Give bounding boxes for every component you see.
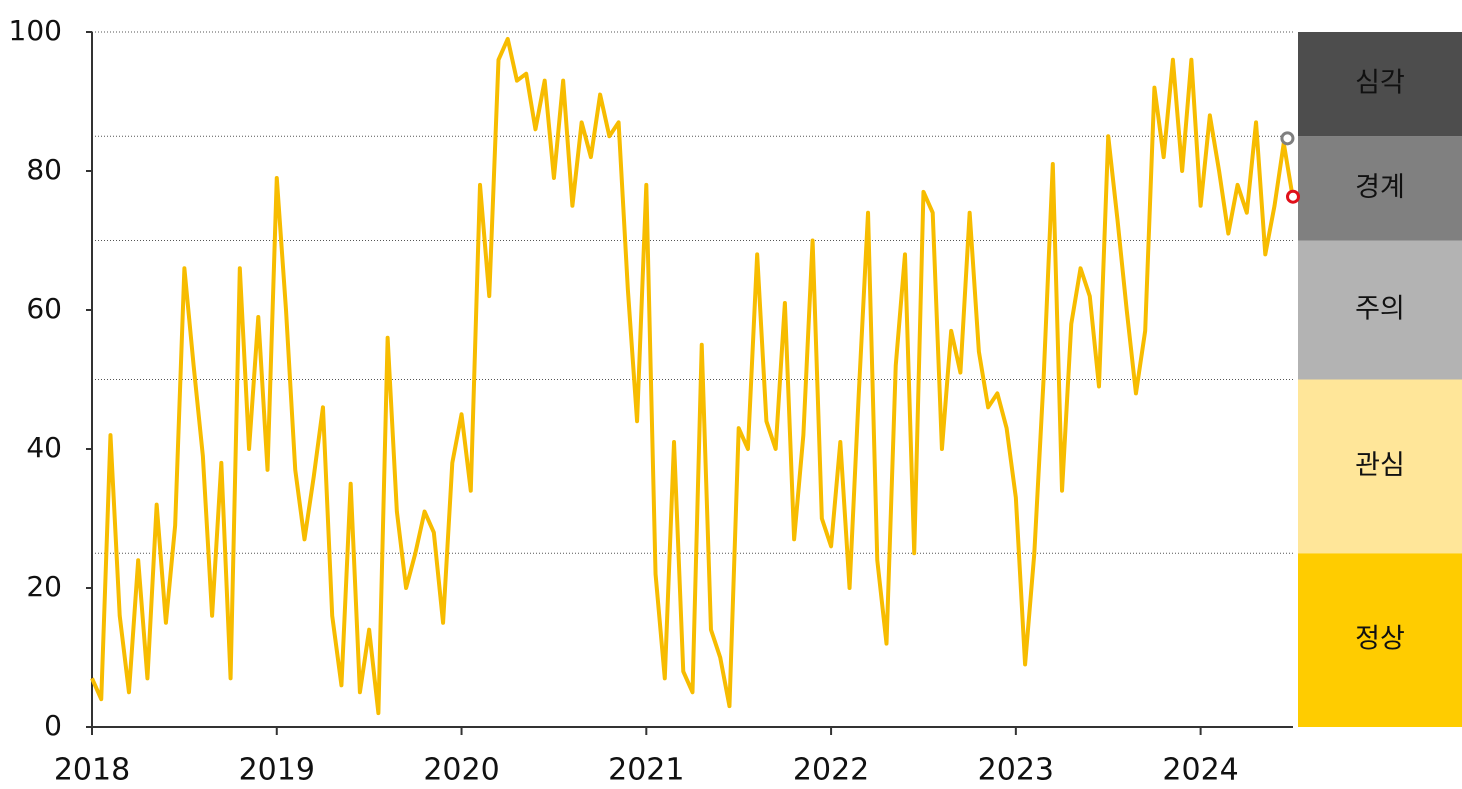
zone-label: 정상 xyxy=(1355,624,1405,655)
x-tick-label: 2022 xyxy=(793,753,869,788)
zone-label: 심각 xyxy=(1355,68,1405,99)
x-tick-label: 2023 xyxy=(978,753,1054,788)
zone-label: 관심 xyxy=(1355,450,1405,481)
x-tick-label: 2019 xyxy=(239,753,315,788)
y-tick-label: 40 xyxy=(26,431,62,464)
y-tick-label: 20 xyxy=(26,570,62,603)
series-line xyxy=(90,36,1295,716)
x-tick-label: 2018 xyxy=(54,753,130,788)
y-tick-label: 80 xyxy=(26,153,62,186)
zone-band xyxy=(1298,32,1462,137)
end-marker xyxy=(1286,189,1300,204)
zone-label: 경계 xyxy=(1355,172,1405,203)
zone-label: 주의 xyxy=(1355,294,1405,325)
y-tick-label: 60 xyxy=(26,292,62,325)
x-tick-label: 2020 xyxy=(423,753,499,788)
x-tick-label: 2021 xyxy=(608,753,684,788)
zone-band xyxy=(1298,553,1462,727)
y-tick-label: 100 xyxy=(9,14,62,47)
zone-band xyxy=(1298,136,1462,241)
zone-band xyxy=(1298,240,1462,380)
x-tick-label: 2024 xyxy=(1162,753,1238,788)
y-tick-label: 0 xyxy=(44,709,62,742)
end-marker xyxy=(1280,131,1295,146)
zone-band xyxy=(1298,379,1462,554)
